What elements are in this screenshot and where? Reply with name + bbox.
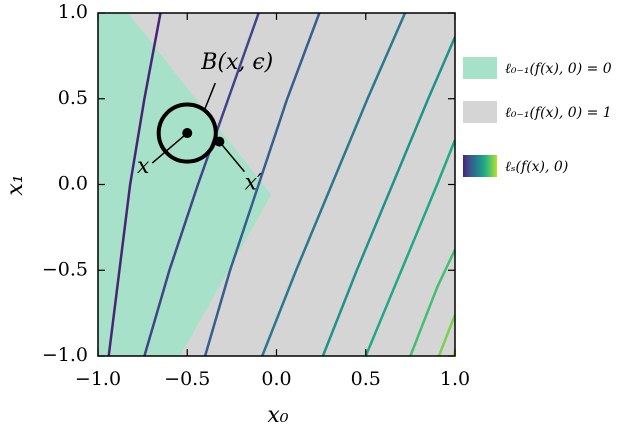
- y-tick-label: 0.0: [58, 173, 88, 195]
- leader-line: [218, 141, 245, 173]
- leader-line: [203, 82, 216, 111]
- point: [214, 136, 225, 147]
- contour-line: [107, 13, 162, 356]
- leader-line: [151, 132, 188, 164]
- x-tick-label: 1.0: [440, 368, 470, 390]
- epsilon-ball: [156, 102, 218, 164]
- contour-line: [409, 249, 455, 356]
- legend-label: ℓₛ(f(x), 0): [505, 159, 568, 175]
- contour-line: [143, 13, 260, 356]
- ball-label: B(x, ϵ): [200, 50, 273, 75]
- legend-label: ℓ₀₋₁(f(x), 0) = 0: [505, 61, 612, 77]
- point-label: x′: [245, 171, 262, 196]
- point-label: x: [137, 154, 150, 179]
- x-tick-label: −1.0: [75, 368, 121, 390]
- contour-line: [437, 314, 455, 356]
- point: [182, 128, 193, 139]
- y-axis-label: x₁: [3, 174, 28, 195]
- x-tick-label: 0.5: [351, 368, 381, 390]
- legend-label: ℓ₀₋₁(f(x), 0) = 1: [505, 105, 612, 121]
- plot-area: [98, 13, 455, 356]
- legend-colorbar: [463, 155, 497, 177]
- contour-line: [321, 36, 455, 356]
- y-tick-label: −0.5: [42, 258, 88, 280]
- legend-swatch: [463, 57, 497, 79]
- region: [98, 13, 272, 356]
- legend-swatch: [463, 101, 497, 123]
- contour-line: [203, 13, 321, 356]
- contour-line: [364, 139, 455, 356]
- y-tick-label: −1.0: [42, 344, 88, 366]
- y-tick-label: 0.5: [58, 87, 88, 109]
- x-axis-label: x₀: [267, 403, 288, 428]
- x-tick-label: 0.0: [261, 368, 291, 390]
- y-tick-label: 1.0: [58, 1, 88, 23]
- x-tick-label: −0.5: [164, 368, 210, 390]
- contour-line: [261, 13, 407, 356]
